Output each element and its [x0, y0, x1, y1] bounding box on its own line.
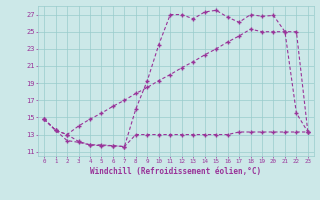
- X-axis label: Windchill (Refroidissement éolien,°C): Windchill (Refroidissement éolien,°C): [91, 167, 261, 176]
